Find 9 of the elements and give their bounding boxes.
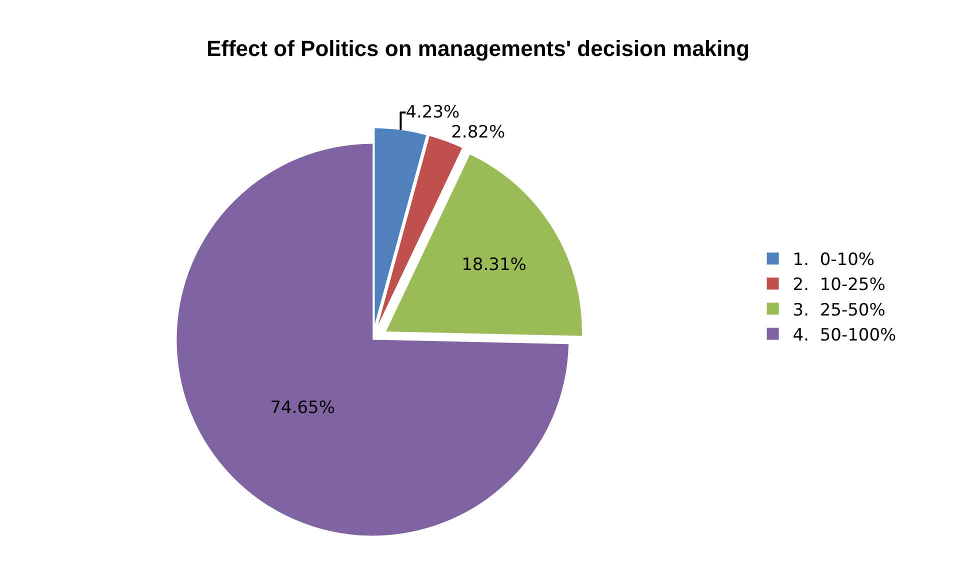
data-label: 4.23% [406, 102, 460, 122]
data-label: 2.82% [451, 122, 506, 142]
legend-label: 2. 10-25% [792, 275, 886, 296]
legend-label: 4. 50-100% [792, 325, 896, 346]
data-label: 74.65% [270, 398, 336, 418]
legend-label: 3. 25-50% [792, 300, 886, 320]
data-label: 18.31% [462, 254, 526, 275]
legend-label: 1. 0-10% [792, 250, 875, 270]
chart-title: Effect of Politics on managements' decision making [206, 36, 750, 62]
